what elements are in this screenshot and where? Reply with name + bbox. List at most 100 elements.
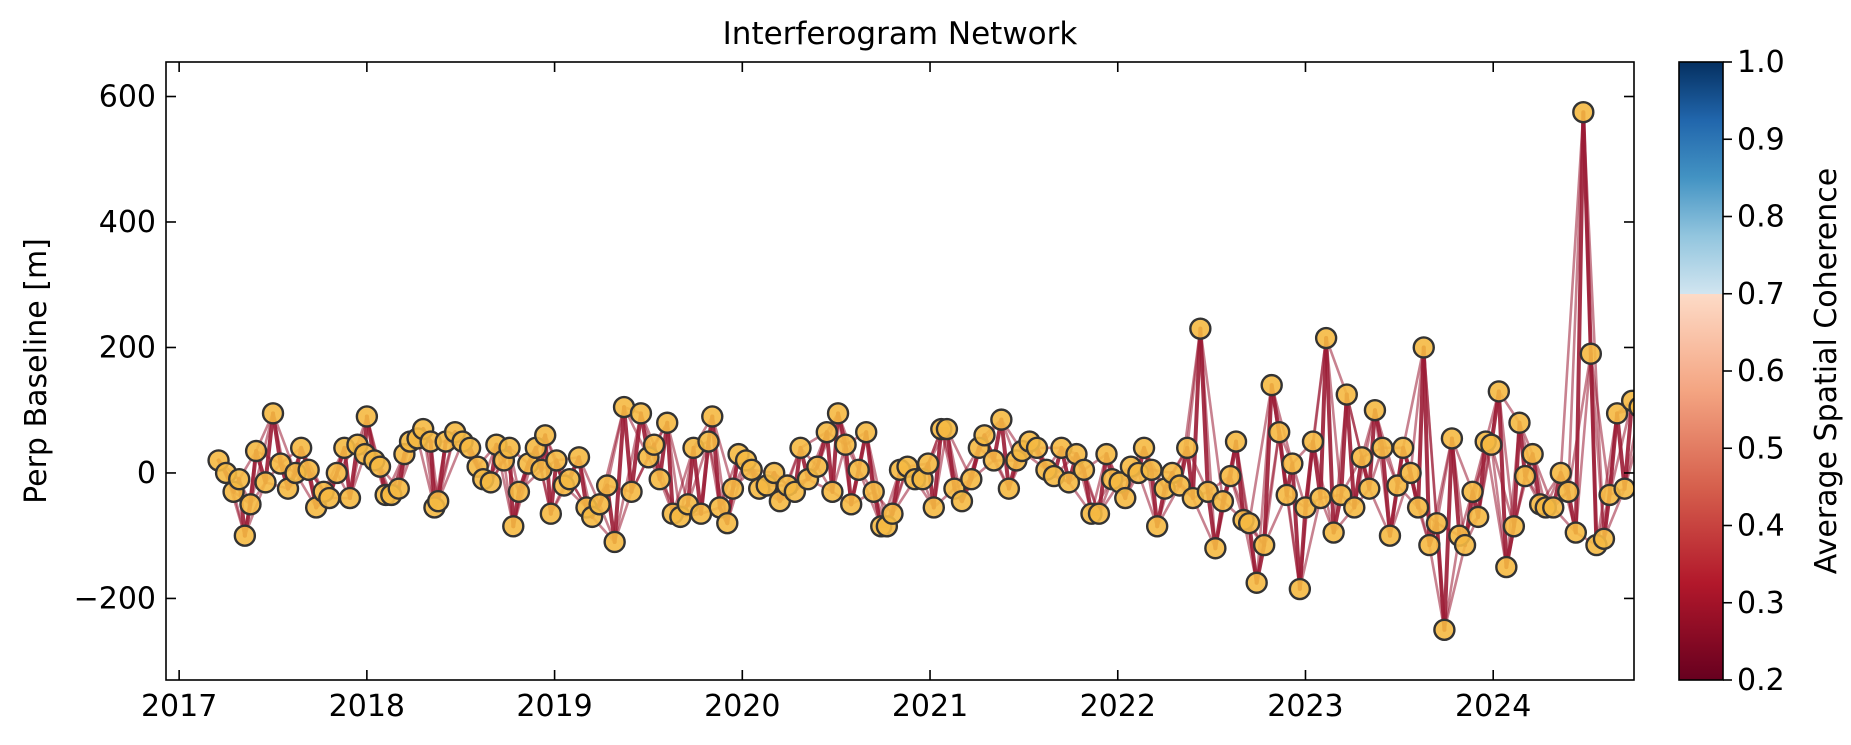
acquisition-point bbox=[1335, 383, 1358, 406]
y-axis-ticks: −200 0 200 400 600 bbox=[74, 80, 1634, 616]
acquisition-point bbox=[558, 468, 581, 491]
acquisition-point bbox=[1542, 496, 1565, 519]
acquisition-point bbox=[1260, 373, 1283, 397]
acquisition-point bbox=[1281, 452, 1304, 475]
network-link bbox=[1573, 110, 1586, 535]
acquisition-point bbox=[1189, 317, 1212, 340]
acquisition-point bbox=[1433, 618, 1456, 642]
network-link bbox=[1421, 345, 1432, 548]
acquisition-point bbox=[289, 436, 313, 460]
acquisition-point bbox=[1440, 427, 1464, 450]
acquisition-point bbox=[1140, 458, 1163, 482]
acquisition-point bbox=[545, 449, 568, 472]
network-link bbox=[999, 417, 1011, 491]
y-tick-label: −200 bbox=[74, 581, 156, 616]
x-tick-label: 2022 bbox=[1080, 689, 1156, 724]
acquisition-point bbox=[656, 411, 679, 434]
x-tick-label: 2023 bbox=[1267, 689, 1343, 724]
acquisition-point bbox=[1453, 533, 1477, 557]
acquisition-point bbox=[806, 455, 829, 478]
acquisition-point bbox=[689, 502, 713, 525]
acquisition-point bbox=[1613, 477, 1634, 500]
acquisition-point bbox=[1391, 436, 1415, 460]
colorbar-tick-label: 0.2 bbox=[1737, 663, 1785, 698]
acquisition-point bbox=[595, 474, 619, 497]
network-link bbox=[1622, 398, 1634, 491]
acquisition-point bbox=[716, 511, 739, 535]
acquisition-point bbox=[1245, 571, 1268, 594]
acquisition-point bbox=[458, 436, 482, 460]
acquisition-point bbox=[426, 489, 450, 513]
acquisition-point bbox=[1343, 496, 1366, 519]
x-axis-ticks: 2017 2018 2019 2020 2021 2022 2023 2024 bbox=[141, 62, 1531, 724]
network-link bbox=[622, 405, 634, 494]
acquisition-point bbox=[1252, 533, 1276, 557]
network-link bbox=[1559, 110, 1585, 475]
y-tick-label: 200 bbox=[99, 330, 156, 365]
network-link bbox=[1615, 411, 1627, 491]
acquisition-point bbox=[997, 477, 1021, 500]
acquisition-point bbox=[815, 420, 838, 444]
colorbar-tick-label: 0.8 bbox=[1737, 200, 1785, 235]
acquisition-point bbox=[1224, 430, 1248, 453]
acquisition-point bbox=[1572, 100, 1595, 124]
acquisition-point bbox=[881, 502, 904, 525]
acquisition-point bbox=[1579, 342, 1603, 365]
acquisition-point bbox=[1095, 442, 1118, 466]
network-link bbox=[1199, 327, 1217, 550]
acquisition-point bbox=[862, 480, 885, 503]
acquisition-point bbox=[1549, 461, 1572, 485]
acquisition-point bbox=[697, 430, 720, 453]
acquisition-point bbox=[1145, 515, 1169, 538]
acquisition-point bbox=[826, 402, 850, 425]
network-link bbox=[1311, 440, 1335, 534]
acquisition-point bbox=[338, 486, 362, 510]
acquisition-point bbox=[1288, 577, 1312, 601]
acquisition-point bbox=[244, 439, 268, 463]
acquisition-point bbox=[1564, 521, 1588, 544]
y-tick-label: 400 bbox=[99, 205, 156, 240]
acquisition-point bbox=[1087, 502, 1111, 525]
acquisition-point bbox=[318, 486, 341, 510]
acquisition-point bbox=[1508, 411, 1531, 434]
network-link bbox=[612, 405, 627, 544]
acquisition-point bbox=[254, 471, 277, 494]
network-link bbox=[1574, 352, 1593, 534]
acquisition-point bbox=[1057, 471, 1081, 494]
network-link bbox=[1262, 383, 1274, 548]
acquisition-point bbox=[1406, 496, 1430, 519]
network-link bbox=[1290, 461, 1302, 592]
acquisition-point bbox=[1314, 326, 1338, 350]
acquisition-point bbox=[1363, 399, 1387, 422]
colorbar-ticks: 0.2 0.3 0.4 0.5 0.6 0.7 0.8 0.9 1.0 bbox=[1723, 45, 1785, 698]
network-link bbox=[1298, 496, 1322, 591]
network-link bbox=[1588, 351, 1599, 548]
acquisition-point bbox=[789, 436, 812, 460]
colorbar-tick-label: 0.3 bbox=[1737, 586, 1785, 621]
acquisition-point bbox=[1371, 436, 1394, 460]
acquisition-point bbox=[839, 493, 863, 516]
acquisition-point bbox=[990, 408, 1013, 431]
acquisition-point bbox=[855, 420, 878, 444]
acquisition-point bbox=[1309, 486, 1332, 510]
network-link bbox=[263, 411, 276, 485]
network-link bbox=[671, 446, 695, 516]
network-link bbox=[1344, 392, 1357, 510]
colorbar-tick-label: 0.5 bbox=[1737, 431, 1785, 466]
acquisition-point bbox=[620, 480, 643, 503]
acquisition-point bbox=[479, 471, 502, 494]
network-link bbox=[1623, 449, 1634, 490]
acquisition-point bbox=[834, 433, 857, 456]
acquisition-point bbox=[629, 402, 653, 425]
acquisition-point bbox=[498, 436, 521, 460]
acquisition-point bbox=[1628, 397, 1634, 417]
x-tick-label: 2019 bbox=[516, 689, 592, 724]
acquisition-point bbox=[1350, 446, 1374, 469]
acquisition-point bbox=[1425, 511, 1449, 535]
acquisition-point bbox=[1025, 436, 1049, 460]
acquisition-point bbox=[1480, 433, 1503, 456]
acquisition-point bbox=[1487, 380, 1511, 403]
network-link bbox=[1247, 383, 1273, 525]
acquisition-point bbox=[534, 424, 557, 447]
acquisition-point bbox=[982, 449, 1006, 472]
